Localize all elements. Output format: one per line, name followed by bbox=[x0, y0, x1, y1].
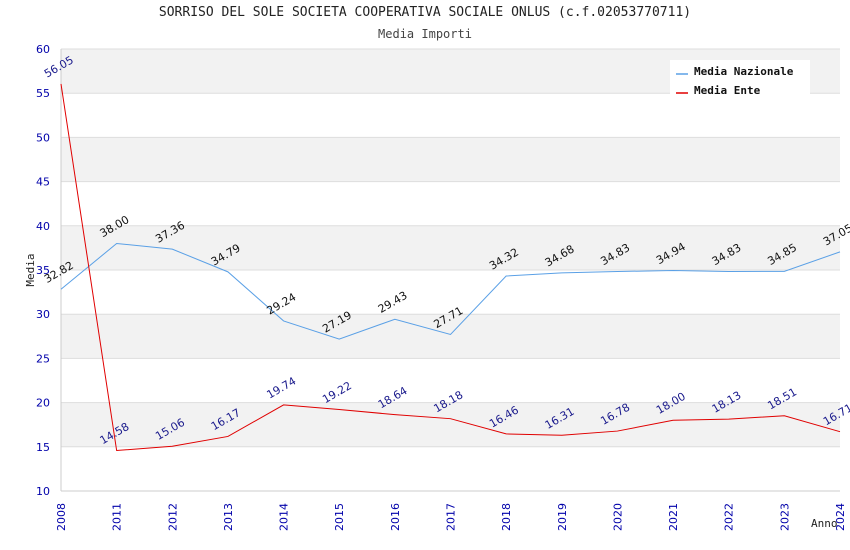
x-tick-label: 2014 bbox=[278, 503, 291, 531]
data-label: 29.43 bbox=[376, 289, 410, 316]
y-tick-label: 55 bbox=[36, 87, 50, 100]
data-label: 19.22 bbox=[320, 379, 354, 406]
y-axis-title: Media bbox=[24, 253, 37, 286]
x-tick-label: 2023 bbox=[778, 503, 791, 531]
x-tick-label: 2013 bbox=[222, 503, 235, 531]
x-tick-label: 2015 bbox=[333, 503, 346, 531]
y-tick-label: 10 bbox=[36, 485, 50, 498]
series-line-media-nazionale bbox=[60, 242, 841, 340]
y-tick-label: 45 bbox=[36, 176, 50, 189]
legend-label: Media Nazionale bbox=[694, 65, 794, 78]
x-tick-label: 2019 bbox=[556, 503, 569, 531]
y-tick-label: 15 bbox=[36, 441, 50, 454]
y-tick-label: 50 bbox=[36, 131, 50, 144]
y-tick-label: 40 bbox=[36, 220, 50, 233]
x-tick-label: 2011 bbox=[111, 503, 124, 531]
x-tick-label: 2022 bbox=[723, 503, 736, 531]
x-axis-title: Anno bbox=[811, 517, 838, 530]
chart-title: SORRISO DEL SOLE SOCIETA COOPERATIVA SOC… bbox=[158, 5, 692, 20]
x-tick-label: 2018 bbox=[500, 503, 513, 531]
x-tick-label: 2017 bbox=[445, 503, 458, 531]
x-tick-label: 2020 bbox=[611, 503, 624, 531]
x-tick-label: 2024 bbox=[834, 503, 847, 531]
data-label: 29.24 bbox=[265, 291, 299, 318]
x-tick-label: 2021 bbox=[667, 503, 680, 531]
x-tick-label: 2016 bbox=[389, 503, 402, 531]
grid-band bbox=[61, 314, 840, 359]
y-tick-label: 35 bbox=[36, 264, 50, 277]
chart-subtitle: Media Importi bbox=[378, 27, 472, 41]
grid-band bbox=[61, 137, 840, 182]
x-tick-label: 2012 bbox=[166, 503, 179, 531]
grid-band bbox=[61, 402, 840, 447]
y-tick-label: 25 bbox=[36, 352, 50, 365]
series-line-media-ente bbox=[60, 83, 841, 452]
data-label: 19.74 bbox=[265, 374, 299, 401]
legend-box bbox=[670, 60, 810, 95]
y-tick-label: 20 bbox=[36, 397, 50, 410]
grid-band bbox=[61, 225, 840, 270]
y-tick-label: 30 bbox=[36, 308, 50, 321]
y-tick-label: 60 bbox=[36, 43, 50, 56]
x-tick-label: 2008 bbox=[55, 503, 68, 531]
legend-label: Media Ente bbox=[694, 84, 761, 97]
